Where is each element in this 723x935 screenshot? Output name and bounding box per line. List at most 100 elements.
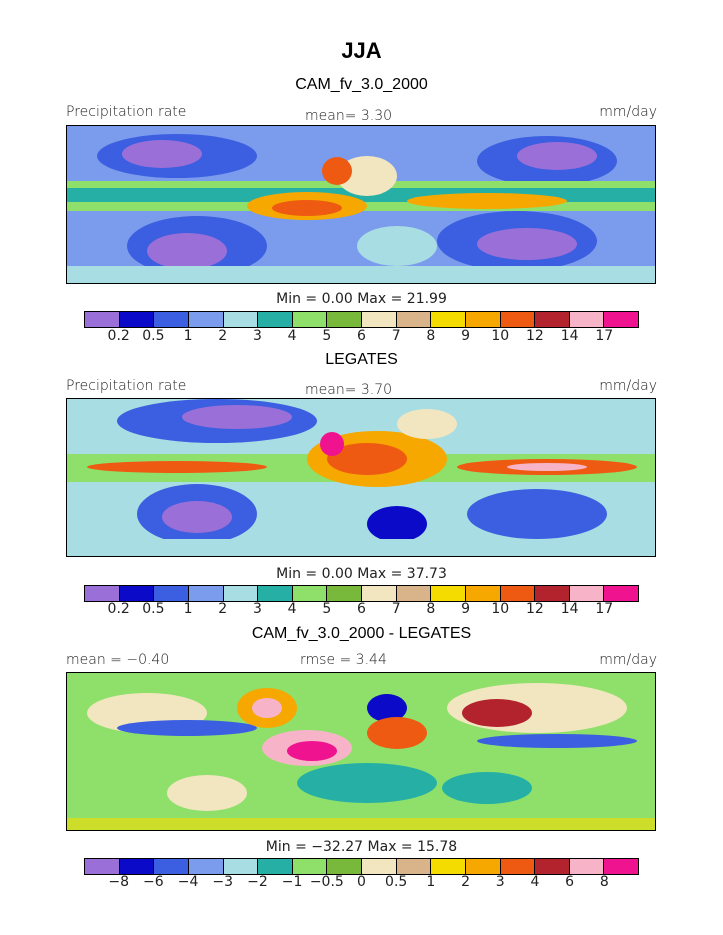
colorbar-swatch xyxy=(258,586,293,601)
colorbar-swatch xyxy=(465,859,501,874)
colorbar-swatch xyxy=(535,312,570,327)
panel-3-units-label: mm/day xyxy=(599,652,657,668)
colorbar-tick-label: 5 xyxy=(322,328,332,344)
colorbar-tick-label: 4 xyxy=(530,874,540,890)
colorbar-swatch xyxy=(535,859,570,874)
panel-2-title: LEGATES xyxy=(325,351,398,368)
colorbar-swatch xyxy=(85,586,120,601)
colorbar-swatch xyxy=(500,312,536,327)
figure-title: JJA xyxy=(341,38,382,63)
panel-2-units-label: mm/day xyxy=(599,378,657,394)
panel-3-mean-label: mean = −0.40 xyxy=(66,652,170,668)
colorbar-swatch xyxy=(362,312,397,327)
colorbar-tick-label: 2 xyxy=(461,874,471,890)
colorbar-swatch xyxy=(85,859,120,874)
colorbar-tick-label: 14 xyxy=(560,601,579,617)
panel-2-colorbar xyxy=(84,585,639,602)
colorbar-tick-label: 6 xyxy=(357,328,366,344)
colorbar-swatch xyxy=(604,859,638,874)
colorbar-swatch xyxy=(292,586,328,601)
colorbar-swatch xyxy=(188,859,224,874)
colorbar-swatch xyxy=(119,859,155,874)
panel-3-rmse-label: rmse = 3.44 xyxy=(300,652,387,668)
colorbar-swatch xyxy=(188,586,224,601)
colorbar-swatch xyxy=(154,859,189,874)
colorbar-swatch xyxy=(604,586,638,601)
colorbar-tick-label: 0 xyxy=(357,874,366,890)
colorbar-tick-label: 10 xyxy=(491,328,510,344)
panel-1-variable-label: Precipitation rate xyxy=(66,104,187,120)
colorbar-tick-label: −3 xyxy=(212,874,234,890)
colorbar-tick-label: 6 xyxy=(357,601,366,617)
colorbar-tick-label: −1 xyxy=(281,874,303,890)
colorbar-tick-label: 1 xyxy=(183,601,193,617)
colorbar-tick-label: −8 xyxy=(108,874,130,890)
colorbar-tick-label: 3 xyxy=(252,601,262,617)
panel-1-title: CAM_fv_3.0_2000 xyxy=(295,76,428,93)
colorbar-swatch xyxy=(292,859,328,874)
colorbar-tick-label: 0.5 xyxy=(142,328,165,344)
colorbar-tick-label: 2 xyxy=(218,328,228,344)
colorbar-swatch xyxy=(188,312,224,327)
colorbar-tick-label: 8 xyxy=(426,601,436,617)
colorbar-tick-label: 0.5 xyxy=(142,601,165,617)
panel-1-units-label: mm/day xyxy=(599,104,657,120)
panel-1-min-max: Min = 0.00 Max = 21.99 xyxy=(276,291,447,307)
colorbar-swatch xyxy=(154,586,189,601)
colorbar-tick-label: 17 xyxy=(595,601,614,617)
colorbar-swatch xyxy=(223,586,259,601)
panel-1-colorbar-ticks: 0.2 0.5 1 2 3 4 5 6 7 8 9 10 12 14 17 xyxy=(84,328,639,346)
colorbar-tick-label: 0.2 xyxy=(107,328,130,344)
colorbar-tick-label: −6 xyxy=(143,874,164,890)
colorbar-tick-label: 8 xyxy=(599,874,609,890)
colorbar-tick-label: 3 xyxy=(252,328,262,344)
colorbar-tick-label: 8 xyxy=(426,328,436,344)
colorbar-swatch xyxy=(500,859,536,874)
colorbar-swatch xyxy=(431,586,466,601)
panel-2-mean-label: mean= 3.70 xyxy=(305,382,393,398)
panel-2-variable-label: Precipitation rate xyxy=(66,378,187,394)
colorbar-swatch xyxy=(396,586,432,601)
colorbar-tick-label: 4 xyxy=(287,601,297,617)
colorbar-swatch xyxy=(569,586,605,601)
colorbar-tick-label: −4 xyxy=(177,874,199,890)
panel-3-colorbar-ticks: −8 −6 −4 −3 −2 −1 −0.5 0 0.5 1 2 3 4 6 8 xyxy=(84,874,639,892)
panel-2-min-max: Min = 0.00 Max = 37.73 xyxy=(276,566,447,582)
colorbar-swatch xyxy=(396,312,432,327)
colorbar-swatch xyxy=(431,859,466,874)
colorbar-swatch xyxy=(327,586,362,601)
colorbar-swatch xyxy=(431,312,466,327)
colorbar-tick-label: 0.5 xyxy=(385,874,408,890)
colorbar-tick-label: 1 xyxy=(183,328,193,344)
colorbar-tick-label: 12 xyxy=(526,601,544,617)
colorbar-tick-label: 3 xyxy=(495,874,505,890)
colorbar-tick-label: 9 xyxy=(461,601,471,617)
colorbar-swatch xyxy=(362,586,397,601)
colorbar-swatch xyxy=(327,312,362,327)
panel-1-precip-map xyxy=(66,125,656,284)
colorbar-tick-label: 10 xyxy=(491,601,510,617)
colorbar-swatch xyxy=(119,586,155,601)
colorbar-tick-label: 12 xyxy=(526,328,544,344)
colorbar-swatch xyxy=(569,859,605,874)
colorbar-swatch xyxy=(396,859,432,874)
colorbar-tick-label: 0.2 xyxy=(107,601,130,617)
colorbar-tick-label: 4 xyxy=(287,328,297,344)
colorbar-swatch xyxy=(258,859,293,874)
panel-2-colorbar-ticks: 0.2 0.5 1 2 3 4 5 6 7 8 9 10 12 14 17 xyxy=(84,601,639,619)
colorbar-tick-label: 14 xyxy=(560,328,579,344)
colorbar-swatch xyxy=(327,859,362,874)
panel-3-colorbar xyxy=(84,858,639,875)
colorbar-tick-label: 6 xyxy=(565,874,575,890)
colorbar-swatch xyxy=(500,586,536,601)
colorbar-swatch xyxy=(258,312,293,327)
colorbar-swatch xyxy=(85,312,120,327)
colorbar-swatch xyxy=(535,586,570,601)
colorbar-tick-label: 7 xyxy=(391,328,401,344)
panel-3-min-max: Min = −32.27 Max = 15.78 xyxy=(265,839,458,855)
colorbar-swatch xyxy=(154,312,189,327)
colorbar-tick-label: 9 xyxy=(461,328,471,344)
colorbar-swatch xyxy=(465,312,501,327)
colorbar-swatch xyxy=(465,586,501,601)
colorbar-tick-label: 1 xyxy=(426,874,436,890)
